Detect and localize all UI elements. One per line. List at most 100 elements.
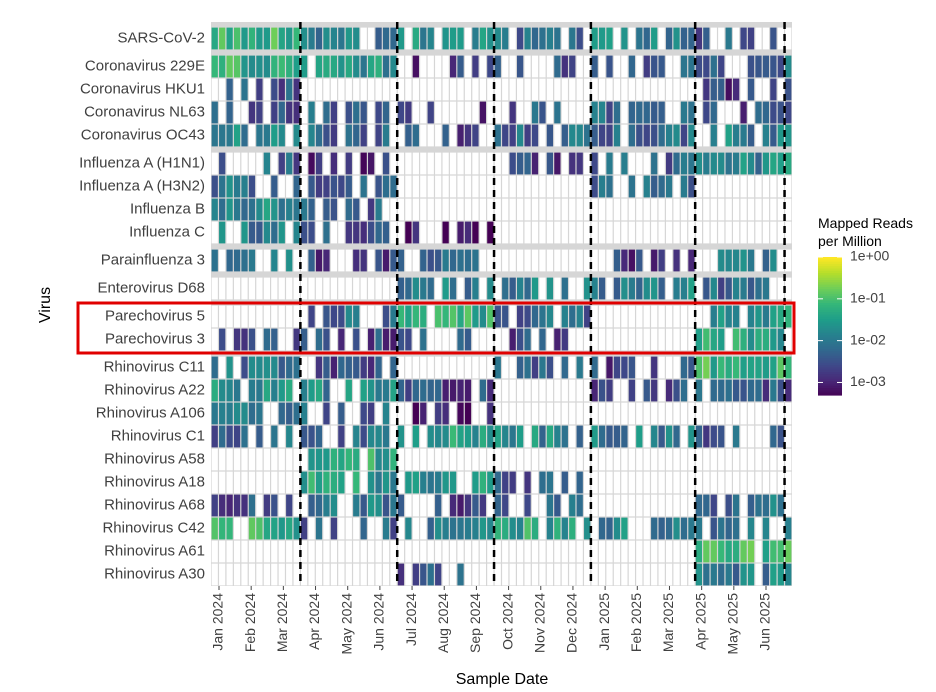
heatmap-cell <box>569 152 576 175</box>
heatmap-cell <box>323 175 330 198</box>
heatmap-cell <box>621 540 628 563</box>
heatmap-cell <box>561 305 568 328</box>
heatmap-cell <box>777 425 784 448</box>
heatmap-cell <box>315 124 323 147</box>
heatmap-cell <box>680 305 688 328</box>
heatmap-cell <box>785 124 792 147</box>
heatmap-cell <box>740 175 747 198</box>
heatmap-cell <box>658 27 665 50</box>
heatmap-cell <box>233 494 241 517</box>
heatmap-cell <box>211 55 218 78</box>
heatmap-cell <box>770 305 777 328</box>
heatmap-cell <box>248 402 256 425</box>
heatmap-cell <box>509 494 516 517</box>
heatmap-cell <box>211 305 218 328</box>
heatmap-cell <box>293 448 300 471</box>
heatmap-cell <box>569 55 576 78</box>
heatmap-cell <box>323 540 330 563</box>
heatmap-cell <box>688 249 695 272</box>
heatmap-cell <box>472 563 479 586</box>
heatmap-cell <box>382 101 390 124</box>
heatmap-cell <box>427 494 434 517</box>
heatmap-cell <box>435 471 442 494</box>
heatmap-cell <box>233 175 241 198</box>
heatmap-cell <box>330 540 338 563</box>
y-tick-label: Influenza A (H1N1) <box>79 154 205 171</box>
heatmap-cell <box>725 517 732 540</box>
heatmap-cell <box>241 379 248 402</box>
heatmap-cell <box>226 356 233 379</box>
heatmap-cell <box>531 471 539 494</box>
heatmap-cell <box>665 78 673 101</box>
heatmap-cell <box>643 494 650 517</box>
heatmap-cell <box>263 563 270 586</box>
heatmap-cell <box>695 198 703 221</box>
heatmap-cell <box>457 198 464 221</box>
heatmap-cell <box>308 328 315 351</box>
heatmap-cell <box>300 249 308 272</box>
heatmap-cell <box>725 249 732 272</box>
heatmap-cell <box>710 448 717 471</box>
heatmap-cell <box>598 425 606 448</box>
heatmap-cell <box>256 425 263 448</box>
heatmap-cell <box>591 175 598 198</box>
heatmap-cell <box>665 221 673 244</box>
heatmap-cell <box>770 101 777 124</box>
heatmap-cell <box>494 27 501 50</box>
heatmap-cell <box>487 305 494 328</box>
heatmap-cell <box>613 249 621 272</box>
heatmap-cell <box>494 101 501 124</box>
heatmap-cell <box>665 55 673 78</box>
heatmap-cell <box>464 494 472 517</box>
heatmap-cell <box>710 356 717 379</box>
heatmap-cell <box>397 517 405 540</box>
heatmap-cell <box>315 55 323 78</box>
heatmap-cell <box>263 402 270 425</box>
heatmap-cell <box>286 563 293 586</box>
heatmap-cell <box>323 27 330 50</box>
heatmap-cell <box>360 356 367 379</box>
heatmap-cell <box>256 540 263 563</box>
heatmap-cell <box>256 328 263 351</box>
heatmap-cell <box>561 517 568 540</box>
heatmap-cell <box>353 27 360 50</box>
heatmap-cell <box>680 249 688 272</box>
heatmap-cell <box>226 277 233 300</box>
heatmap-cell <box>256 124 263 147</box>
heatmap-cell <box>517 517 524 540</box>
heatmap-cell <box>300 27 308 50</box>
heatmap-cell <box>725 55 732 78</box>
heatmap-cell <box>598 305 606 328</box>
heatmap-cell <box>502 198 509 221</box>
heatmap-cell <box>636 221 643 244</box>
heatmap-cell <box>435 402 442 425</box>
heatmap-cell <box>211 448 218 471</box>
heatmap-cell <box>733 402 740 425</box>
heatmap-cell <box>569 379 576 402</box>
heatmap-cell <box>449 305 457 328</box>
heatmap-cell <box>584 379 591 402</box>
heatmap-cell <box>733 517 740 540</box>
heatmap-cell <box>435 78 442 101</box>
heatmap-cell <box>725 101 732 124</box>
heatmap-cell <box>315 328 323 351</box>
heatmap-cell <box>703 221 710 244</box>
legend-color-bar <box>818 257 842 396</box>
heatmap-cell <box>226 471 233 494</box>
heatmap-cell <box>248 124 256 147</box>
heatmap-cell <box>360 563 367 586</box>
heatmap-cell <box>442 277 449 300</box>
heatmap-cell <box>643 356 650 379</box>
heatmap-cell <box>651 448 658 471</box>
heatmap-cell <box>375 379 382 402</box>
heatmap-cell <box>651 124 658 147</box>
heatmap-cell <box>248 379 256 402</box>
heatmap-cell <box>584 175 591 198</box>
heatmap-cell <box>323 517 330 540</box>
heatmap-cell <box>472 448 479 471</box>
legend-color-step <box>818 328 842 332</box>
heatmap-cell <box>576 277 583 300</box>
heatmap-cell <box>695 277 703 300</box>
heatmap-cell <box>628 198 635 221</box>
heatmap-cell <box>569 402 576 425</box>
